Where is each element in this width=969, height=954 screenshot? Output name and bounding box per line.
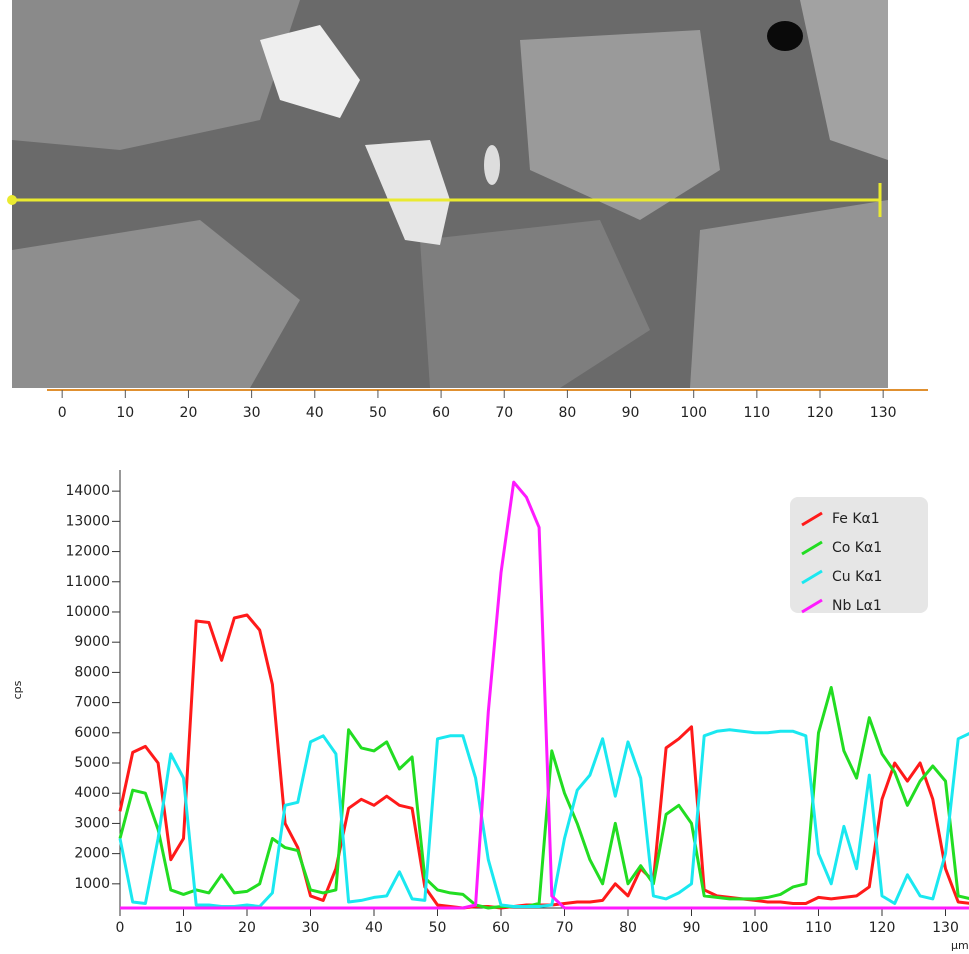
legend-swatch (801, 511, 823, 527)
legend-box (790, 497, 928, 613)
legend-label: Nb Lα1 (832, 598, 882, 614)
x-tick-label: 50 (429, 920, 447, 936)
scan-line-start (7, 195, 17, 205)
x-tick-label: 100 (742, 920, 769, 936)
grain (690, 200, 888, 388)
ruler-tick-label: 110 (743, 405, 770, 421)
ruler-tick-label: 20 (180, 405, 198, 421)
y-tick-label: 12000 (65, 544, 110, 560)
series-line (120, 480, 969, 910)
y-tick-label: 9000 (74, 634, 110, 650)
legend-swatch (801, 569, 823, 585)
ruler-tick-label: 80 (558, 405, 576, 421)
micrograph (7, 0, 888, 388)
x-tick-label: 60 (492, 920, 510, 936)
ruler-tick-label: 60 (432, 405, 450, 421)
image-ruler: 0 10 20 30 40 50 60 70 80 90 100 110 120 130 (47, 389, 928, 421)
y-tick-label: 11000 (65, 574, 110, 590)
grain (800, 0, 888, 160)
y-tick-label: 4000 (74, 785, 110, 801)
y-tick-label: 2000 (74, 846, 110, 862)
y-tick-label: 7000 (74, 695, 110, 711)
x-tick-label: 20 (238, 920, 256, 936)
grain (12, 0, 300, 150)
series-line (118, 728, 969, 908)
legend-label: Co Kα1 (832, 540, 882, 556)
legend-swatch (801, 540, 823, 556)
y-tick-label: 5000 (74, 755, 110, 771)
x-tick-label: 130 (932, 920, 959, 936)
x-tick-label: 10 (175, 920, 193, 936)
ruler-tick-label: 50 (369, 405, 387, 421)
x-tick-label: 40 (365, 920, 383, 936)
x-axis-label: µm (951, 939, 969, 952)
grain (520, 30, 720, 220)
x-tick-label: 110 (805, 920, 832, 936)
y-axis-label: cps (11, 680, 24, 699)
y-tick-label: 1000 (74, 876, 110, 892)
ruler-tick-label: 90 (622, 405, 640, 421)
ruler-tick-label: 30 (243, 405, 261, 421)
ruler-tick-label: 70 (495, 405, 513, 421)
legend-swatch (801, 598, 823, 614)
ruler-tick-label: 0 (58, 405, 67, 421)
series-line (118, 686, 969, 910)
ruler-tick-label: 130 (870, 405, 897, 421)
y-tick-label: 8000 (74, 664, 110, 680)
bright-particle (260, 25, 360, 118)
ruler-tick-label: 120 (807, 405, 834, 421)
x-tick-label: 70 (556, 920, 574, 936)
ruler-tick-label: 40 (306, 405, 324, 421)
x-tick-label: 0 (116, 920, 125, 936)
x-tick-label: 90 (683, 920, 701, 936)
bright-particle (365, 140, 450, 245)
legend-label: Cu Kα1 (832, 569, 882, 585)
y-tick-label: 3000 (74, 815, 110, 831)
y-tick-label: 6000 (74, 725, 110, 741)
ruler-tick-label: 100 (680, 405, 707, 421)
ruler-tick-label: 10 (116, 405, 134, 421)
y-tick-label: 10000 (65, 604, 110, 620)
x-tick-label: 80 (619, 920, 637, 936)
x-tick-label: 30 (302, 920, 320, 936)
grain (12, 220, 300, 388)
grain (420, 220, 650, 388)
y-tick-label: 14000 (65, 483, 110, 499)
x-tick-label: 120 (869, 920, 896, 936)
chart: 1000200030004000500060007000800090001000… (11, 470, 969, 952)
bright-particle (484, 145, 500, 185)
y-tick-label: 13000 (65, 513, 110, 529)
legend-label: Fe Kα1 (832, 511, 880, 527)
pore (767, 21, 803, 51)
legend: Fe Kα1 Co Kα1 Cu Kα1 Nb Lα1 (790, 497, 928, 614)
